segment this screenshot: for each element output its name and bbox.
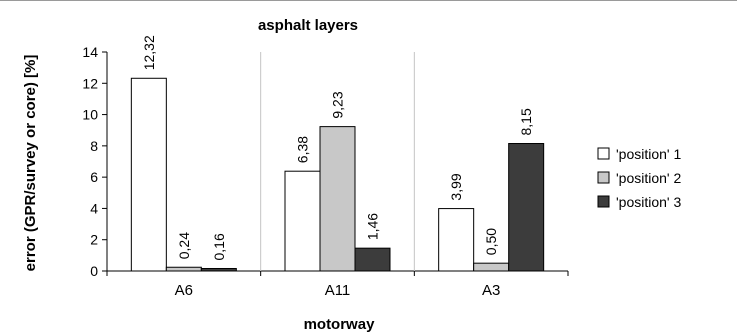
y-tick-label: 0 xyxy=(90,263,98,279)
x-tick-label: A3 xyxy=(482,282,500,299)
x-axis-title: motorway xyxy=(304,316,376,333)
legend-label: 'position' 3 xyxy=(616,194,681,210)
bar xyxy=(130,77,167,272)
bar xyxy=(165,266,202,272)
legend-label: 'position' 2 xyxy=(616,170,681,186)
bar xyxy=(354,247,391,272)
data-label: 6,38 xyxy=(295,136,311,163)
x-tick-label: A6 xyxy=(175,282,193,299)
legend-swatch xyxy=(597,171,610,184)
y-axis-title: error (GPR/survey or core) [%] xyxy=(22,55,39,272)
y-tick-label: 10 xyxy=(82,107,98,123)
chart-title: asphalt layers xyxy=(258,17,358,34)
data-label: 8,15 xyxy=(518,108,534,135)
y-tick-label: 12 xyxy=(82,75,98,91)
legend-swatch xyxy=(597,195,610,208)
data-label: 0,50 xyxy=(483,228,499,255)
y-tick-label: 14 xyxy=(82,44,98,60)
bar xyxy=(319,126,356,272)
data-label: 3,99 xyxy=(448,173,464,200)
y-tick-label: 2 xyxy=(90,232,98,248)
legend-label: 'position' 1 xyxy=(616,146,681,162)
data-label: 9,23 xyxy=(330,91,346,118)
bar xyxy=(508,143,545,272)
legend: 'position' 1 'position' 2 'position' 3 xyxy=(597,146,681,210)
y-tick-label: 6 xyxy=(90,169,98,185)
bar xyxy=(473,262,510,272)
data-label: 0,24 xyxy=(176,232,192,259)
bar xyxy=(200,267,237,272)
data-label: 0,16 xyxy=(211,233,227,260)
bar xyxy=(438,208,475,272)
x-tick-label: A11 xyxy=(325,282,351,299)
y-tick-label: 8 xyxy=(90,138,98,154)
data-label: 12,32 xyxy=(141,35,157,70)
plot-area: 0 2 4 6 8 10 12 14 A6 12,32 0,24 0,16 A11 6,38 9,23 1,4… xyxy=(82,35,569,299)
y-tick-label: 4 xyxy=(90,200,98,216)
bar xyxy=(284,170,321,272)
legend-swatch xyxy=(597,147,610,160)
data-label: 1,46 xyxy=(365,213,381,240)
